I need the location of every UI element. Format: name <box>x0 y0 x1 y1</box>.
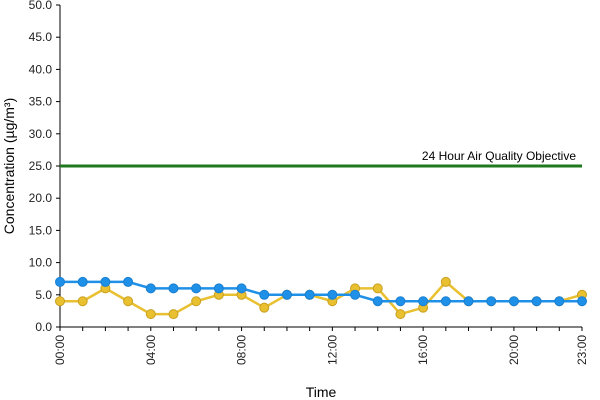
x-tick-label: 16:00 <box>416 335 430 365</box>
data-point <box>463 296 474 307</box>
y-tick-label: 45.0 <box>29 30 53 44</box>
y-tick-label: 10.0 <box>29 256 53 270</box>
data-point <box>327 289 338 300</box>
x-tick-label: 00:00 <box>53 335 67 365</box>
data-point <box>77 296 88 307</box>
data-point <box>531 296 542 307</box>
data-point <box>77 276 88 287</box>
y-axis-ticks: 0.0 5.0 10.0 15.0 20.0 25.0 30.0 35.0 40.0 45.0 50… <box>29 0 60 334</box>
data-point <box>440 296 451 307</box>
data-point <box>168 309 179 320</box>
data-point <box>418 296 429 307</box>
y-tick-label: 15.0 <box>29 223 53 237</box>
plot-area: 0.0 5.0 10.0 15.0 20.0 25.0 30.0 35.0 40.0 45.0 50… <box>29 0 589 365</box>
x-tick-label: 04:00 <box>144 335 158 365</box>
x-tick-label: 20:00 <box>507 335 521 365</box>
data-point <box>554 296 565 307</box>
y-tick-label: 30.0 <box>29 127 53 141</box>
y-tick-label: 25.0 <box>29 159 53 173</box>
data-point <box>191 296 202 307</box>
data-point <box>191 283 202 294</box>
data-point <box>123 296 134 307</box>
y-tick-label: 40.0 <box>29 62 53 76</box>
data-point <box>304 289 315 300</box>
data-point <box>145 309 156 320</box>
series-line <box>60 280 583 316</box>
x-tick-label: 23:00 <box>575 335 589 365</box>
data-point <box>440 276 451 287</box>
data-point <box>486 296 497 307</box>
y-tick-label: 50.0 <box>29 0 53 12</box>
data-point <box>145 283 156 294</box>
data-point <box>281 289 292 300</box>
data-point <box>508 296 519 307</box>
y-tick-label: 35.0 <box>29 95 53 109</box>
data-point <box>395 309 406 320</box>
data-point <box>123 276 134 287</box>
y-tick-label: 5.0 <box>35 288 52 302</box>
y-axis-title: Concentration (µg/m³) <box>1 98 17 234</box>
data-point <box>577 296 587 307</box>
data-point <box>372 283 383 294</box>
y-tick-label: 0.0 <box>35 320 52 334</box>
x-axis-title: Time <box>306 384 337 400</box>
data-point <box>55 276 65 287</box>
data-point <box>259 289 270 300</box>
data-point <box>55 296 65 307</box>
data-point <box>236 283 247 294</box>
data-point <box>395 296 406 307</box>
series-1 <box>55 276 587 307</box>
data-point <box>350 289 361 300</box>
x-axis-ticks: 00:00 04:00 08:00 12:00 16:00 20:00 23:00 <box>53 327 589 365</box>
data-point <box>213 283 224 294</box>
x-tick-label: 12:00 <box>325 335 339 365</box>
air-quality-objective-label: 24 Hour Air Quality Objective <box>422 149 576 163</box>
data-point <box>259 302 270 313</box>
y-tick-label: 20.0 <box>29 191 53 205</box>
series-layer <box>55 276 587 320</box>
data-point <box>168 283 179 294</box>
x-tick-label: 08:00 <box>235 335 249 365</box>
data-point <box>100 276 111 287</box>
data-point <box>372 296 383 307</box>
